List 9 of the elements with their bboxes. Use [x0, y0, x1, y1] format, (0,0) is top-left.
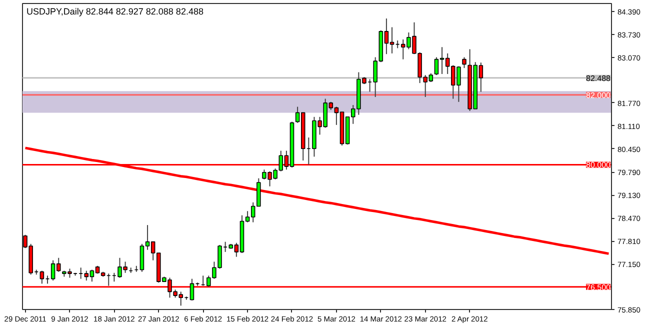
ref-line-label: 82.488 [586, 74, 612, 83]
line-series [24, 146, 610, 255]
candlestick [40, 270, 44, 284]
ref-line-label: 80.000 [586, 160, 612, 170]
chart-title: USDJPY,Daily 82.844 82.927 82.088 82.488 [26, 6, 204, 16]
candlestick [462, 56, 466, 69]
ref-line-label: 76.500 [586, 282, 612, 292]
ref-line-label: 82.000 [586, 90, 612, 100]
candlestick [190, 278, 194, 301]
